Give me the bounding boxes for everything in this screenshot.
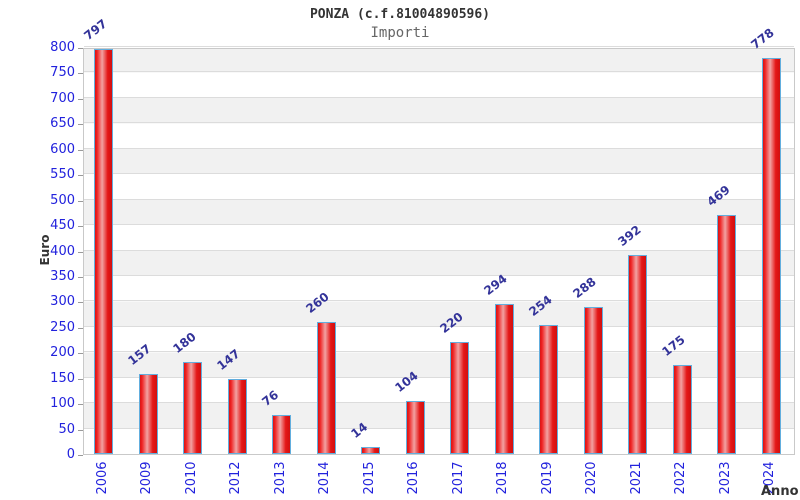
x-tick-label: 2020 <box>584 461 600 495</box>
chart-title: PONZA (c.f.81004890596) <box>309 7 490 22</box>
gridline <box>84 249 794 251</box>
y-tick-mark <box>78 302 83 304</box>
x-tick-label: 2019 <box>539 461 555 495</box>
bar-2014 <box>316 321 336 454</box>
y-tick-mark <box>78 404 83 406</box>
bar-2017 <box>450 342 470 454</box>
y-tick-mark <box>78 149 83 151</box>
y-tick-mark <box>78 73 83 75</box>
y-tick-label: 500 <box>50 192 75 208</box>
bar-2013 <box>272 415 292 454</box>
x-tick-label: 2013 <box>272 461 288 495</box>
bar-2010 <box>183 362 203 454</box>
bar-2020 <box>583 307 603 454</box>
y-axis-title: Euro <box>38 234 52 266</box>
y-tick-label: 700 <box>50 90 75 106</box>
x-tick-label: 2015 <box>361 461 377 495</box>
gridline <box>84 96 794 98</box>
y-tick-label: 250 <box>50 319 75 335</box>
bar-2024 <box>761 58 781 454</box>
bar-2009 <box>138 374 158 454</box>
y-tick-label: 600 <box>50 141 75 157</box>
x-axis-title: Anno <box>761 484 799 499</box>
y-tick-label: 50 <box>58 421 75 437</box>
plot-area <box>83 46 795 455</box>
gridline <box>84 147 794 149</box>
y-tick-mark <box>78 124 83 126</box>
gridline <box>84 224 794 226</box>
y-tick-mark <box>78 98 83 100</box>
x-tick-label: 2010 <box>183 461 199 495</box>
bar-2012 <box>227 379 247 454</box>
gridline <box>84 173 794 175</box>
chart-subtitle: Importi <box>370 25 430 41</box>
y-tick-label: 400 <box>50 243 75 259</box>
y-tick-mark <box>78 48 83 49</box>
gridline <box>84 71 794 73</box>
x-tick-label: 2014 <box>317 461 333 495</box>
bar-2018 <box>494 304 514 454</box>
y-tick-label: 450 <box>50 218 75 234</box>
y-tick-mark <box>78 353 83 355</box>
x-tick-label: 2016 <box>406 461 422 495</box>
y-tick-mark <box>78 276 83 278</box>
y-tick-mark <box>78 251 83 253</box>
x-tick-label: 2009 <box>139 461 155 495</box>
gridline <box>84 325 794 327</box>
gridline <box>84 300 794 302</box>
gridline <box>84 351 794 353</box>
y-tick-label: 350 <box>50 268 75 284</box>
y-tick-mark <box>78 429 83 431</box>
bar-2022 <box>672 364 692 454</box>
y-tick-mark <box>78 175 83 177</box>
gridline <box>84 122 794 124</box>
y-tick-label: 100 <box>50 396 75 412</box>
y-tick-label: 550 <box>50 167 75 183</box>
bar-2006 <box>94 48 113 454</box>
y-tick-label: 800 <box>50 40 75 55</box>
bar-2016 <box>405 401 425 454</box>
bar-2019 <box>539 324 559 454</box>
gridline <box>84 46 794 47</box>
x-tick-label: 2022 <box>673 461 689 495</box>
y-tick-mark <box>78 378 83 380</box>
x-tick-label: 2021 <box>628 461 644 495</box>
y-tick-label: 200 <box>50 345 75 361</box>
gridline <box>84 402 794 404</box>
y-tick-label: 150 <box>50 370 75 386</box>
y-tick-label: 300 <box>50 294 75 310</box>
gridline <box>84 198 794 200</box>
gridline <box>84 427 794 429</box>
x-tick-label: 2018 <box>495 461 511 495</box>
y-tick-mark <box>78 455 83 456</box>
x-tick-label: 2023 <box>717 461 733 495</box>
bar-2023 <box>717 215 737 454</box>
bar-2015 <box>361 446 381 454</box>
y-tick-label: 650 <box>50 116 75 132</box>
y-tick-mark <box>78 200 83 202</box>
gridline <box>84 376 794 378</box>
y-tick-label: 0 <box>66 447 75 462</box>
gridline <box>84 274 794 276</box>
x-tick-label: 2017 <box>450 461 466 495</box>
bar-2021 <box>628 254 648 454</box>
y-tick-mark <box>78 226 83 228</box>
y-tick-mark <box>78 327 83 329</box>
x-tick-label: 2006 <box>94 461 110 495</box>
x-tick-label: 2012 <box>228 461 244 495</box>
y-tick-label: 750 <box>50 65 75 81</box>
